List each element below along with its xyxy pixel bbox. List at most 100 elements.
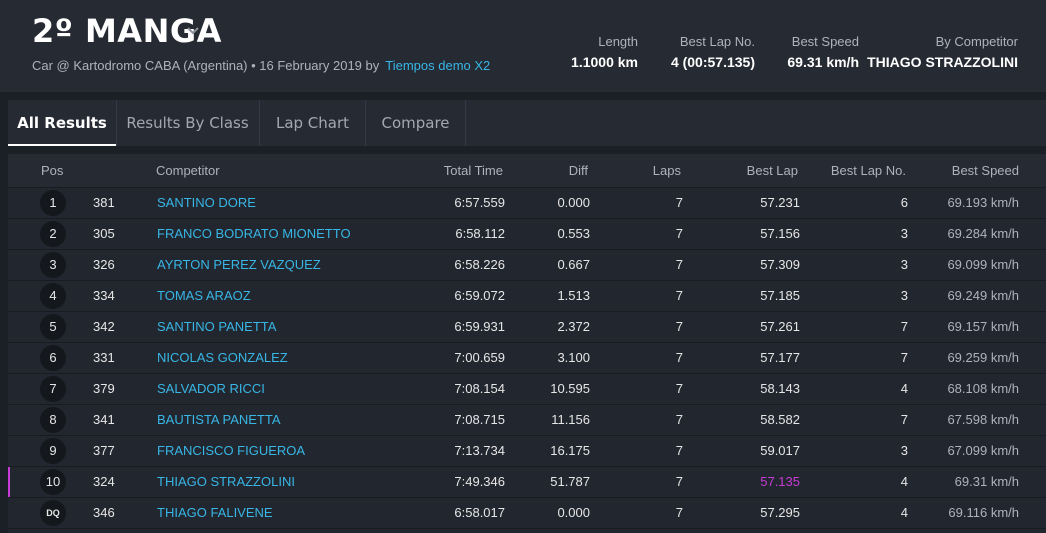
best-lap: 58.582 — [760, 412, 800, 427]
best-lap: 58.143 — [760, 381, 800, 396]
competitor-name[interactable]: FRANCO BODRATO MIONETTO — [157, 226, 351, 241]
table-row[interactable]: 7 379 SALVADOR RICCI 7:08.154 10.595 7 58.143 4… — [8, 374, 1046, 405]
best-speed: 69.284 km/h — [947, 226, 1019, 241]
diff: 3.100 — [557, 350, 590, 365]
best-lap-no: 4 — [900, 505, 908, 520]
stat-value: THIAGO STRAZZOLINI — [867, 54, 1018, 70]
competitor-number: 342 — [93, 319, 115, 334]
total-time: 6:58.017 — [454, 505, 505, 520]
event-header: 2º MANGA Car @ Kartodromo CABA (Argentin… — [0, 0, 1046, 93]
diff: 0.000 — [557, 505, 590, 520]
diff: 16.175 — [550, 443, 590, 458]
col-laps[interactable]: Laps — [652, 163, 681, 178]
col-best-lap-no[interactable]: Best Lap No. — [830, 163, 906, 178]
best-lap: 57.261 — [760, 319, 800, 334]
col-pos[interactable]: Pos — [41, 163, 64, 178]
total-time: 7:13.734 — [454, 443, 505, 458]
competitor-name[interactable]: SANTINO PANETTA — [157, 319, 277, 334]
competitor-number: 324 — [93, 474, 115, 489]
competitor-number: 377 — [93, 443, 115, 458]
table-header: Pos Competitor Total Time Diff Laps Best… — [8, 154, 1046, 188]
best-speed: 69.31 km/h — [954, 474, 1019, 489]
competitor-name[interactable]: SANTINO DORE — [157, 195, 256, 210]
best-lap-no: 7 — [900, 319, 908, 334]
laps: 7 — [675, 443, 683, 458]
position-badge: 3 — [40, 252, 66, 278]
best-lap: 57.231 — [760, 195, 800, 210]
laps: 7 — [675, 381, 683, 396]
tab-compare[interactable]: Compare — [366, 100, 466, 146]
table-row[interactable]: 1 381 SANTINO DORE 6:57.559 0.000 7 57.231 6 69.… — [8, 188, 1046, 219]
competitor-name[interactable]: BAUTISTA PANETTA — [157, 412, 281, 427]
best-lap: 57.295 — [760, 505, 800, 520]
best-speed: 68.108 km/h — [947, 381, 1019, 396]
best-speed: 67.598 km/h — [947, 412, 1019, 427]
competitor-name[interactable]: FRANCISCO FIGUEROA — [157, 443, 306, 458]
stat-label: Length — [598, 34, 638, 49]
competitor-name[interactable]: NICOLAS GONZALEZ — [157, 350, 288, 365]
tab-all-results[interactable]: All Results — [8, 100, 117, 146]
best-lap-no: 4 — [900, 381, 908, 396]
laps: 7 — [675, 412, 683, 427]
best-speed: 69.099 km/h — [947, 257, 1019, 272]
diff: 2.372 — [557, 319, 590, 334]
best-lap-no: 7 — [900, 412, 908, 427]
diff: 0.553 — [557, 226, 590, 241]
chevron-down-icon[interactable] — [186, 26, 200, 36]
results-tabs: All Results Results By Class Lap Chart C… — [8, 100, 1046, 146]
competitor-name[interactable]: THIAGO FALIVENE — [157, 505, 273, 520]
stat-length: Length 1.1000 km — [571, 34, 638, 70]
competitor-number: 334 — [93, 288, 115, 303]
competitor-name[interactable]: TOMAS ARAOZ — [157, 288, 251, 303]
total-time: 6:57.559 — [454, 195, 505, 210]
table-row[interactable]: 8 341 BAUTISTA PANETTA 7:08.715 11.156 7 58.58… — [8, 405, 1046, 436]
tab-lap-chart[interactable]: Lap Chart — [260, 100, 366, 146]
table-row[interactable]: DQ 346 THIAGO FALIVENE 6:58.017 0.000 7 57.295… — [8, 498, 1046, 529]
position-badge: 9 — [40, 438, 66, 464]
tab-results-by-class[interactable]: Results By Class — [116, 100, 260, 146]
total-time: 6:58.112 — [455, 226, 505, 241]
position-badge: 10 — [40, 469, 66, 495]
diff: 0.000 — [557, 195, 590, 210]
best-lap: 57.135 — [760, 474, 800, 489]
position-badge: DQ — [40, 500, 66, 526]
laps: 7 — [675, 257, 683, 272]
col-best-speed[interactable]: Best Speed — [951, 163, 1019, 178]
laps: 7 — [675, 288, 683, 303]
competitor-name[interactable]: SALVADOR RICCI — [157, 381, 265, 396]
stat-by-competitor: By Competitor THIAGO STRAZZOLINI — [867, 34, 1018, 70]
position-badge: 8 — [40, 407, 66, 433]
competitor-name[interactable]: THIAGO STRAZZOLINI — [157, 474, 295, 489]
table-row[interactable]: 4 334 TOMAS ARAOZ 6:59.072 1.513 7 57.185 3 69.2… — [8, 281, 1046, 312]
competitor-name[interactable]: AYRTON PEREZ VAZQUEZ — [157, 257, 321, 272]
organizer-link[interactable]: Tiempos demo X2 — [385, 58, 491, 73]
col-competitor[interactable]: Competitor — [156, 163, 220, 178]
total-time: 6:58.226 — [454, 257, 505, 272]
col-best-lap[interactable]: Best Lap — [746, 163, 798, 178]
best-lap-no: 4 — [900, 474, 908, 489]
best-lap-no: 3 — [900, 288, 908, 303]
best-lap-no: 6 — [900, 195, 908, 210]
competitor-number: 346 — [93, 505, 115, 520]
table-row[interactable]: 9 377 FRANCISCO FIGUEROA 7:13.734 16.175 7 59.… — [8, 436, 1046, 467]
total-time: 6:59.931 — [454, 319, 505, 334]
best-lap: 59.017 — [760, 443, 800, 458]
col-diff[interactable]: Diff — [568, 163, 588, 178]
best-speed: 69.249 km/h — [947, 288, 1019, 303]
stat-best-lap-no: Best Lap No. 4 (00:57.135) — [671, 34, 755, 70]
best-lap-no: 3 — [900, 226, 908, 241]
table-row[interactable]: 2 305 FRANCO BODRATO MIONETTO 6:58.112 0.553… — [8, 219, 1046, 250]
position-badge: 7 — [40, 376, 66, 402]
competitor-number: 331 — [93, 350, 115, 365]
best-lap: 57.156 — [760, 226, 800, 241]
diff: 11.156 — [551, 412, 590, 427]
table-row[interactable]: 6 331 NICOLAS GONZALEZ 7:00.659 3.100 7 57.177… — [8, 343, 1046, 374]
best-speed: 69.116 km/h — [948, 505, 1019, 520]
laps: 7 — [675, 195, 683, 210]
diff: 1.513 — [557, 288, 590, 303]
table-row[interactable]: 5 342 SANTINO PANETTA 6:59.931 2.372 7 57.261 7… — [8, 312, 1046, 343]
table-row[interactable]: 3 326 AYRTON PEREZ VAZQUEZ 6:58.226 0.667 7 57… — [8, 250, 1046, 281]
col-total-time[interactable]: Total Time — [443, 163, 503, 178]
table-row[interactable]: 10 324 THIAGO STRAZZOLINI 7:49.346 51.787 7 57… — [8, 467, 1046, 498]
stat-value: 4 (00:57.135) — [670, 54, 755, 70]
